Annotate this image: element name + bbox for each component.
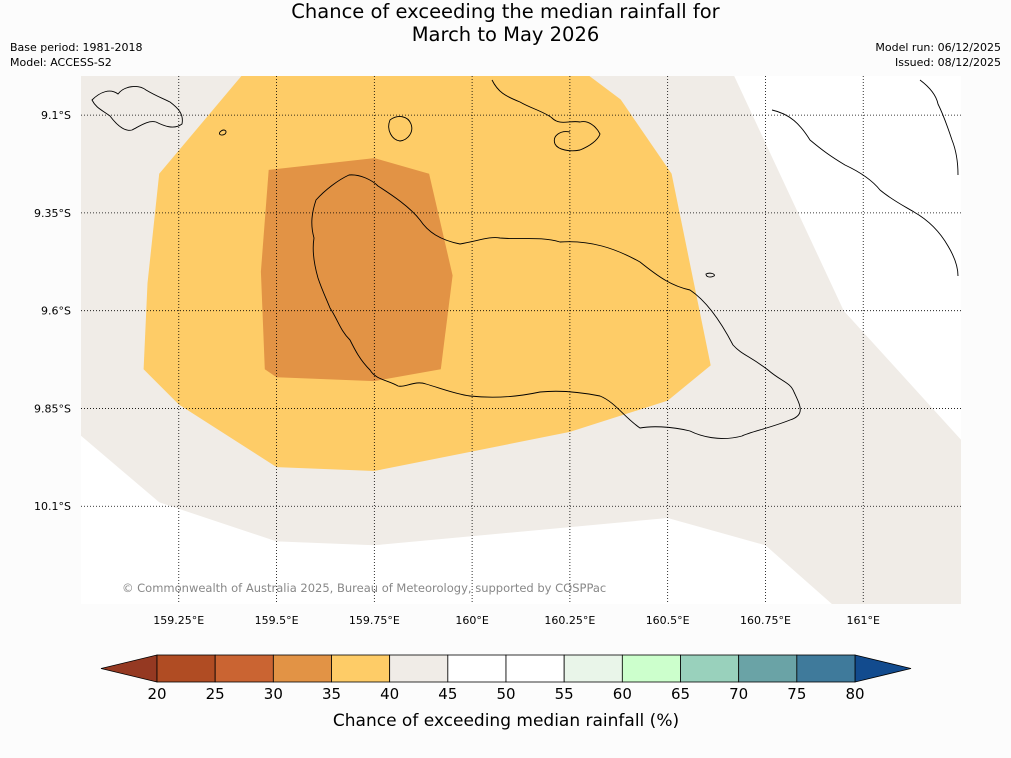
coastline-nggela <box>388 116 413 142</box>
colorbar-segment <box>331 654 391 683</box>
colorbar-tick-label: 20 <box>147 685 166 703</box>
colorbar-segment <box>272 654 332 683</box>
meta-right: Model run: 06/12/2025 Issued: 08/12/2025 <box>875 40 1001 70</box>
colorbar-segment <box>447 654 507 683</box>
colorbar-segment <box>156 654 216 683</box>
x-tick-label: 159.25°E <box>153 614 204 627</box>
x-tick-label: 159.75°E <box>349 614 400 627</box>
y-tick-label: 9.85°S <box>34 402 71 415</box>
coastline-florida <box>491 79 601 152</box>
title-line-2: March to May 2026 <box>411 23 600 46</box>
y-tick-label: 9.35°S <box>34 207 71 220</box>
colorbar-over-arrow <box>854 654 912 683</box>
colorbar-segment <box>214 654 274 683</box>
colorbar-segment <box>389 654 449 683</box>
colorbar-tick-label: 40 <box>380 685 399 703</box>
y-tick-labels: 9.1°S 9.35°S 9.6°S 9.85°S 10.1°S <box>34 109 71 513</box>
x-tick-label: 160.25°E <box>544 614 595 627</box>
title-line-1: Chance of exceeding the median rainfall … <box>291 0 720 23</box>
chart-title: Chance of exceeding the median rainfall … <box>0 0 1011 46</box>
x-tick-label: 159.5°E <box>255 614 299 627</box>
base-period: Base period: 1981-2018 <box>10 41 143 54</box>
colorbar-segment <box>563 654 623 683</box>
coastline-ne <box>919 79 959 176</box>
colorbar-tick-label: 75 <box>787 685 806 703</box>
x-tick-labels: 159.25°E 159.5°E 159.75°E 160°E 160.25°E 160.… <box>153 614 880 627</box>
gridlines <box>81 76 961 604</box>
forecast-regions <box>81 76 961 604</box>
x-tick-label: 160.5°E <box>646 614 690 627</box>
model-name: Model: ACCESS-S2 <box>10 56 112 69</box>
x-tick-label: 160.75°E <box>740 614 791 627</box>
coastline-savo <box>219 129 227 136</box>
x-tick-label: 161°E <box>846 614 879 627</box>
credit-text: © Commonwealth of Australia 2025, Bureau… <box>122 581 606 595</box>
coastline-nw-island <box>91 86 183 131</box>
y-tick-label: 9.1°S <box>41 109 71 122</box>
region-30-35 <box>260 158 453 382</box>
colorbar-tick-label: 30 <box>264 685 283 703</box>
y-tick-label: 9.6°S <box>41 305 71 318</box>
coastline-malaita <box>771 109 959 277</box>
coastline-guadalcanal <box>311 174 801 439</box>
colorbar-segment <box>680 654 740 683</box>
y-tick-label: 10.1°S <box>34 500 71 513</box>
colorbar-tick-label: 60 <box>613 685 632 703</box>
colorbar-tick-label: 70 <box>729 685 748 703</box>
colorbar-tick-label: 45 <box>438 685 457 703</box>
colorbar-segment <box>505 654 565 683</box>
colorbar-segment <box>621 654 681 683</box>
model-run: Model run: 06/12/2025 <box>875 41 1001 54</box>
colorbar-tick-label: 35 <box>322 685 341 703</box>
colorbar-tick-label: 25 <box>206 685 225 703</box>
coastlines <box>91 79 959 439</box>
colorbar-label: Chance of exceeding median rainfall (%) <box>333 711 679 731</box>
x-tick-label: 160°E <box>455 614 488 627</box>
issued-date: Issued: 08/12/2025 <box>894 56 1001 69</box>
meta-left: Base period: 1981-2018 Model: ACCESS-S2 <box>10 40 142 70</box>
colorbar-segment <box>796 654 856 683</box>
colorbar-tick-label: 55 <box>555 685 574 703</box>
coastline-islet <box>705 272 715 278</box>
colorbar-tick-label: 50 <box>496 685 515 703</box>
colorbar-segment <box>738 654 798 683</box>
colorbar: 20 25 30 35 40 45 50 55 60 65 70 75 80 <box>100 654 912 703</box>
colorbar-under-arrow <box>100 654 158 683</box>
colorbar-tick-label: 80 <box>845 685 864 703</box>
colorbar-tick-label: 65 <box>671 685 690 703</box>
